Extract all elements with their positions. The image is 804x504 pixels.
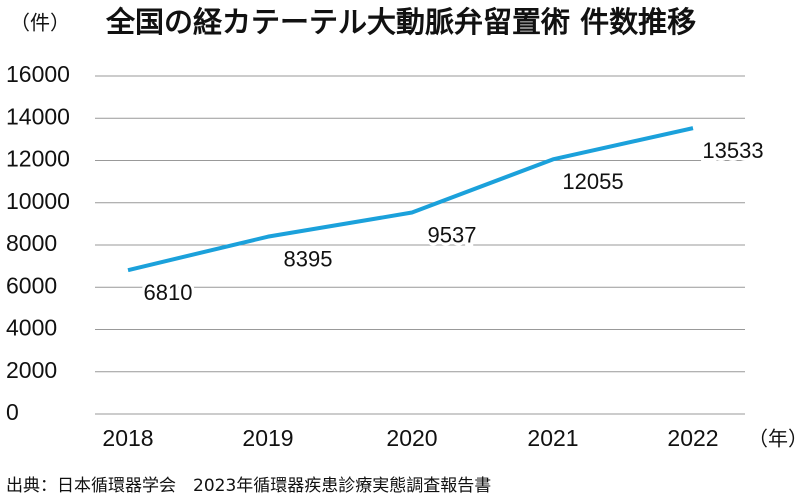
data-label: 13533: [702, 138, 763, 163]
y-tick-label: 8000: [6, 230, 57, 256]
y-tick-label: 16000: [6, 61, 70, 87]
y-tick-label: 14000: [6, 103, 70, 129]
y-tick-label: 4000: [6, 315, 57, 341]
y-tick-label: 10000: [6, 188, 70, 214]
y-tick-label: 6000: [6, 272, 57, 298]
x-tick-label: 2018: [102, 425, 153, 451]
x-tick-label: 2021: [527, 425, 578, 451]
data-label: 9537: [428, 222, 477, 247]
x-tick-label: 2022: [667, 425, 718, 451]
x-unit: （年）: [748, 427, 804, 451]
data-label: 6810: [144, 280, 193, 305]
data-label: 12055: [562, 169, 623, 194]
data-label: 8395: [284, 246, 333, 271]
series-line: [127, 126, 694, 273]
x-tick-label: 2019: [242, 425, 293, 451]
source: 出典：日本循環器学会 2023年循環器疾患診療実態調査報告書: [6, 476, 491, 496]
y-tick-label: 0: [6, 399, 19, 425]
y-unit: （件）: [10, 11, 70, 35]
chart-title: 全国の経カテーテル大動脈弁留置術 件数推移: [105, 5, 696, 39]
y-tick-label: 12000: [6, 146, 70, 172]
x-tick-label: 2020: [386, 425, 437, 451]
y-tick-label: 2000: [6, 357, 57, 383]
